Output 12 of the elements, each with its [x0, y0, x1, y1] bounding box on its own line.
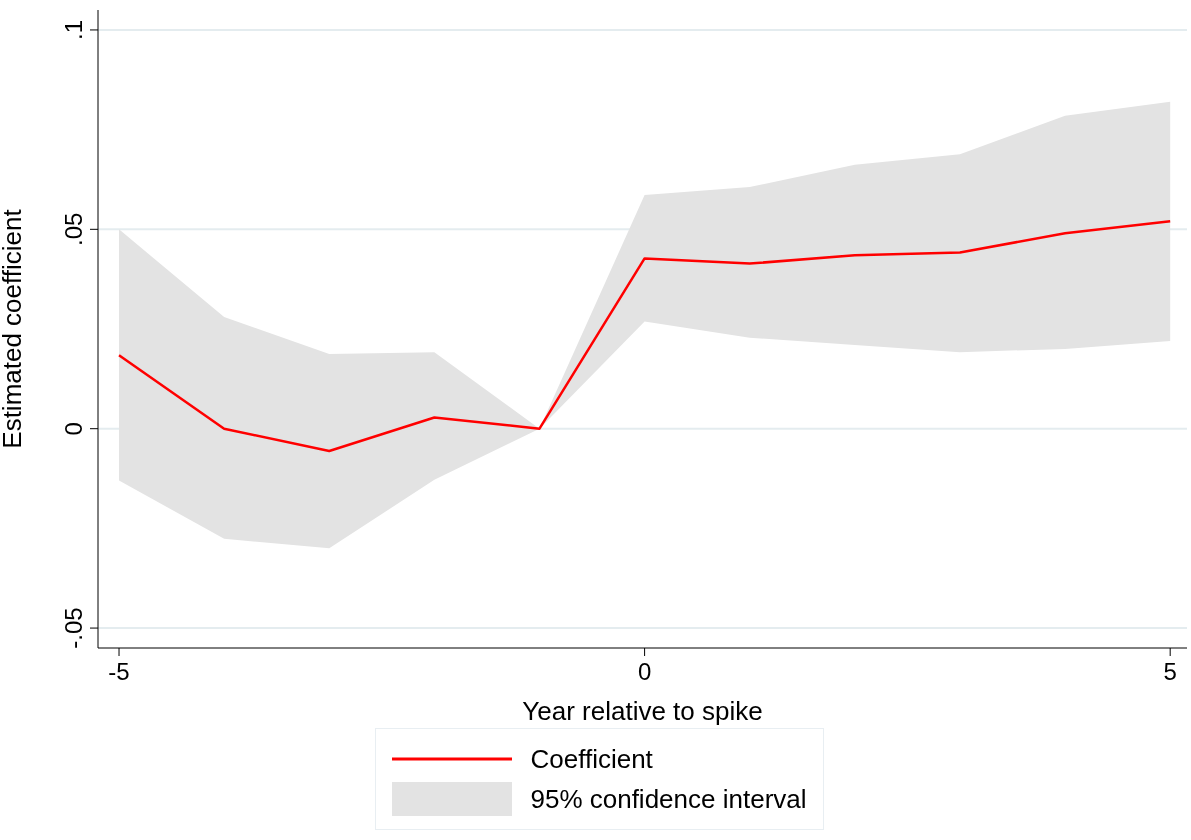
y-tick-label: 0	[60, 422, 87, 436]
x-tick-label: -5	[108, 658, 130, 685]
line-series	[117, 220, 1172, 453]
x-axis-title: Year relative to spike	[522, 696, 763, 726]
y-axis-title: Estimated coefficient	[0, 208, 28, 449]
text: 95% confidence interval	[530, 783, 807, 815]
y-tick-label: .05	[60, 212, 87, 246]
y-tick-label: -.05	[60, 607, 87, 649]
x-tick-label: 5	[1163, 658, 1177, 685]
y-tick-label: .1	[60, 19, 87, 40]
legend-label: Coefficient	[530, 743, 653, 775]
x-tick-label: 0	[637, 658, 652, 685]
